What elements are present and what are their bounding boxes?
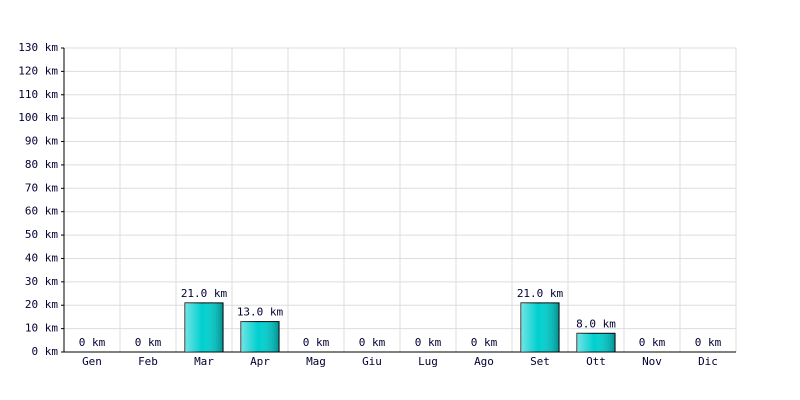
value-label: 8.0 km (576, 317, 616, 330)
bar-shade (240, 321, 280, 352)
y-tick-label: 0 km (32, 345, 59, 358)
value-label: 0 km (135, 336, 162, 349)
x-tick-label: Dic (698, 355, 718, 368)
value-label: 21.0 km (517, 287, 564, 300)
y-tick-label: 100 km (18, 111, 58, 124)
y-tick-label: 30 km (25, 275, 58, 288)
bar-shade (520, 302, 560, 352)
y-tick-label: 120 km (18, 64, 58, 77)
value-label: 0 km (303, 336, 330, 349)
value-label: 0 km (695, 336, 722, 349)
x-tick-label: Ott (586, 355, 606, 368)
x-tick-label: Nov (642, 355, 662, 368)
x-tick-label: Lug (418, 355, 438, 368)
y-tick-label: 50 km (25, 228, 58, 241)
x-tick-label: Giu (362, 355, 382, 368)
x-tick-label: Feb (138, 355, 158, 368)
y-tick-label: 20 km (25, 298, 58, 311)
y-tick-label: 60 km (25, 205, 58, 218)
value-label: 0 km (415, 336, 442, 349)
value-label: 13.0 km (237, 306, 284, 319)
y-tick-label: 130 km (18, 41, 58, 54)
value-label: 0 km (79, 336, 106, 349)
value-label: 0 km (359, 336, 386, 349)
x-tick-label: Ago (474, 355, 494, 368)
y-tick-label: 40 km (25, 251, 58, 264)
value-label: 21.0 km (181, 287, 228, 300)
x-tick-label: Mag (306, 355, 326, 368)
y-tick-label: 10 km (25, 322, 58, 335)
bar-shade (576, 333, 616, 352)
bar-shade (184, 302, 224, 352)
x-tick-label: Mar (194, 355, 214, 368)
y-tick-label: 90 km (25, 135, 58, 148)
y-tick-label: 70 km (25, 181, 58, 194)
x-tick-label: Apr (250, 355, 270, 368)
x-tick-label: Gen (82, 355, 102, 368)
value-label: 0 km (639, 336, 666, 349)
y-tick-label: 110 km (18, 88, 58, 101)
y-tick-label: 80 km (25, 158, 58, 171)
x-tick-label: Set (530, 355, 550, 368)
value-label: 0 km (471, 336, 498, 349)
